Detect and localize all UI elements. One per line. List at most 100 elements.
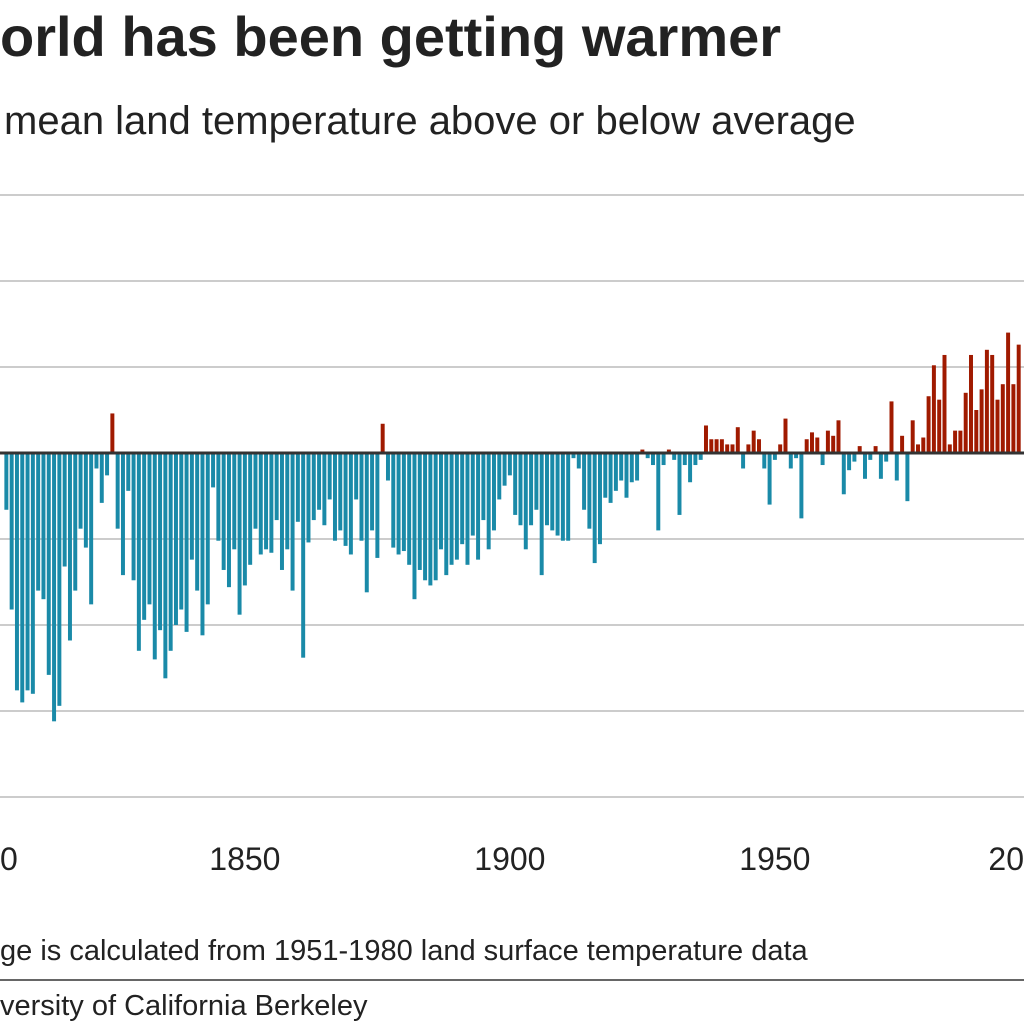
bar — [704, 425, 708, 453]
bar — [412, 453, 417, 600]
bar — [433, 453, 438, 581]
bar — [910, 420, 915, 453]
bar — [751, 430, 756, 453]
bar — [698, 453, 703, 460]
bar — [942, 354, 947, 453]
x-tick-label: 1900 — [474, 841, 545, 877]
bar — [916, 444, 920, 453]
bar — [709, 439, 714, 453]
bar — [25, 453, 30, 691]
bar — [385, 453, 390, 481]
bar — [120, 453, 125, 576]
bar — [868, 453, 873, 460]
bar — [650, 453, 655, 466]
bar — [62, 453, 67, 567]
bar — [979, 389, 984, 453]
bar — [810, 432, 814, 453]
bar — [645, 453, 650, 459]
x-tick-label: 20 — [988, 841, 1024, 877]
bar — [279, 453, 284, 570]
bar — [264, 453, 269, 550]
bar — [301, 453, 306, 658]
bar — [555, 453, 560, 536]
bar — [105, 453, 110, 476]
bar — [921, 437, 926, 453]
bar — [613, 453, 618, 491]
bar — [274, 453, 279, 521]
bar — [953, 430, 958, 453]
bar — [136, 453, 141, 651]
x-tick-label: 0 — [0, 841, 18, 877]
bar — [454, 453, 459, 560]
bar — [926, 396, 931, 453]
bar — [900, 435, 905, 453]
bar — [772, 453, 777, 460]
bar — [889, 401, 894, 453]
bar — [78, 453, 83, 529]
bar — [905, 453, 910, 502]
bar — [110, 413, 115, 453]
bar — [158, 453, 163, 631]
bar — [248, 453, 253, 565]
bar — [635, 453, 640, 481]
bar — [465, 453, 470, 565]
bar — [173, 453, 178, 625]
bar — [396, 453, 401, 555]
bar — [94, 453, 99, 469]
bar — [359, 453, 364, 541]
bar — [481, 453, 486, 521]
bar — [41, 453, 46, 600]
bar — [656, 453, 661, 531]
bar — [189, 453, 194, 560]
bar — [1011, 384, 1016, 453]
bar — [560, 453, 565, 541]
bar — [417, 453, 422, 570]
bar — [184, 453, 189, 632]
bar — [232, 453, 237, 550]
bar — [332, 453, 337, 541]
bar — [163, 453, 168, 679]
bar — [30, 453, 35, 694]
bar — [36, 453, 41, 591]
x-tick-label: 1950 — [739, 841, 810, 877]
bar — [746, 444, 751, 453]
bar — [735, 427, 740, 453]
bar — [354, 453, 359, 500]
bar — [820, 453, 825, 466]
bar — [322, 453, 327, 526]
bar — [894, 453, 899, 481]
bar — [73, 453, 78, 591]
bar — [311, 453, 316, 521]
bar — [200, 453, 205, 636]
bar — [226, 453, 231, 588]
bar — [89, 453, 94, 605]
bar — [857, 446, 862, 453]
bar — [502, 453, 507, 486]
bar — [364, 453, 369, 593]
bar — [666, 449, 671, 453]
bar — [603, 453, 608, 498]
bar — [126, 453, 131, 491]
bar — [863, 453, 867, 479]
bar — [958, 430, 963, 453]
bar — [931, 365, 936, 453]
bar — [518, 453, 523, 526]
bar — [83, 453, 88, 548]
bar — [714, 439, 719, 453]
bar — [14, 453, 19, 691]
bar — [497, 453, 502, 500]
x-tick-label: 1850 — [209, 841, 280, 877]
bar — [783, 418, 788, 453]
bar — [449, 453, 454, 565]
bar — [587, 453, 592, 529]
bar — [576, 453, 581, 469]
bar — [847, 453, 852, 471]
bar — [969, 354, 973, 453]
bar — [237, 453, 242, 615]
bar — [947, 444, 952, 453]
bar — [221, 453, 226, 570]
bar — [974, 410, 979, 453]
bar — [507, 453, 512, 476]
bar — [343, 453, 348, 546]
bar — [762, 453, 767, 469]
